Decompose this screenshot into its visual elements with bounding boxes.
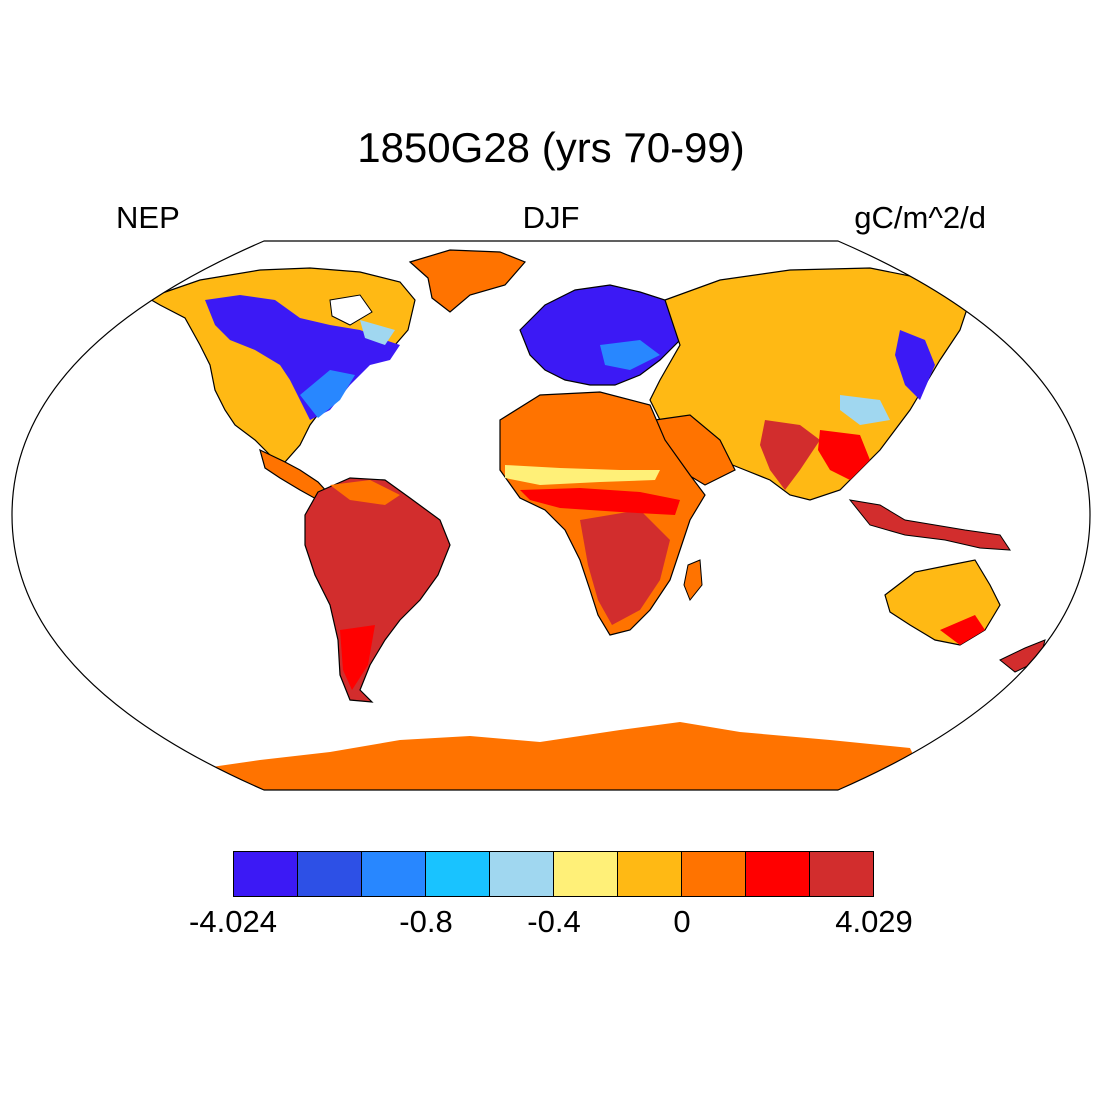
colorbar-tick-label: -4.024 — [189, 904, 277, 939]
colorbar-tick-label: -0.8 — [399, 904, 453, 939]
colorbar-tick-label: -0.4 — [527, 904, 581, 939]
colorbar-segment — [426, 852, 490, 896]
antarctica — [170, 722, 930, 790]
colorbar-segment — [298, 852, 362, 896]
colorbar-segment — [234, 852, 298, 896]
colorbar-segment — [554, 852, 618, 896]
season-label: DJF — [522, 200, 580, 235]
greenland — [408, 249, 527, 313]
madagascar — [683, 559, 703, 601]
colorbar-segment — [810, 852, 873, 896]
colorbar-segment — [618, 852, 682, 896]
north-america-negative — [205, 295, 400, 420]
colorbar — [233, 851, 874, 897]
south-america — [304, 477, 451, 703]
colorbar-tick-label: 4.029 — [835, 904, 913, 939]
colorbar-segment — [682, 852, 746, 896]
colorbar-segment — [490, 852, 554, 896]
australia — [884, 559, 1001, 646]
units-label: gC/m^2/d — [854, 200, 986, 235]
plot-title: 1850G28 (yrs 70-99) — [357, 124, 745, 171]
colorbar-tick-label: 0 — [673, 904, 691, 939]
new-zealand — [999, 639, 1046, 673]
colorbar-segment — [746, 852, 810, 896]
indonesia — [848, 499, 1011, 551]
colorbar-segment — [362, 852, 426, 896]
variable-label: NEP — [116, 200, 180, 235]
globe-outline — [11, 240, 1091, 791]
